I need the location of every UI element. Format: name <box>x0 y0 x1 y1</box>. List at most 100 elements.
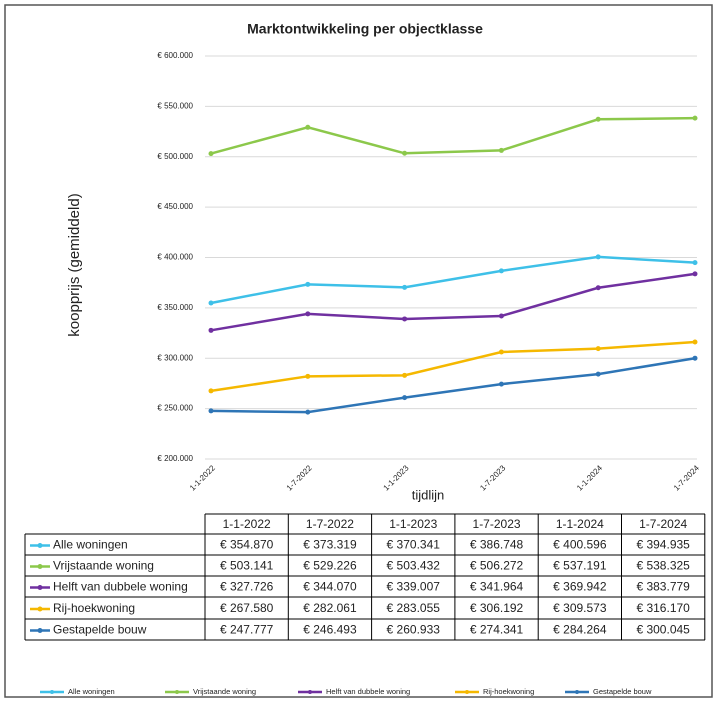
table-cell: € 538.325 <box>636 559 690 573</box>
legend-key <box>175 690 179 694</box>
table-legend-key <box>37 628 43 633</box>
table-cell: € 300.045 <box>636 623 690 637</box>
table-cell: € 274.341 <box>470 623 524 637</box>
point <box>402 316 408 322</box>
point <box>595 285 601 291</box>
point <box>402 150 408 156</box>
point <box>208 408 214 414</box>
point <box>692 355 698 361</box>
table-header: 1-7-2023 <box>473 517 521 531</box>
table-cell: € 383.779 <box>636 580 690 594</box>
table-row-name: Rij-hoekwoning <box>53 601 135 615</box>
y-tick-label: € 550.000 <box>157 101 193 110</box>
point <box>305 124 311 130</box>
x-axis-title: tijdlijn <box>412 487 445 502</box>
legend-key <box>465 690 469 694</box>
series-line <box>210 272 696 332</box>
table-cell: € 341.964 <box>470 580 524 594</box>
point <box>595 116 601 122</box>
y-tick-label: € 300.000 <box>157 353 193 362</box>
table-cell: € 309.573 <box>553 601 607 615</box>
y-axis-title: koopprijs (gemiddeld) <box>66 193 83 336</box>
table-header: 1-7-2024 <box>639 517 687 531</box>
legend-label: Gestapelde bouw <box>593 687 652 696</box>
table-cell: € 246.493 <box>303 623 357 637</box>
series-line <box>210 255 696 305</box>
table-cell: € 282.061 <box>303 601 357 615</box>
point <box>692 115 698 121</box>
point <box>498 381 504 387</box>
legend-label: Alle woningen <box>68 687 115 696</box>
point <box>402 395 408 401</box>
legend-key <box>50 690 54 694</box>
y-tick-label: € 350.000 <box>157 303 193 312</box>
table-cell: € 316.170 <box>636 601 690 615</box>
table-header: 1-1-2023 <box>389 517 437 531</box>
table-row-name: Alle woningen <box>53 538 128 552</box>
y-tick-label: € 450.000 <box>157 202 193 211</box>
table-row-name: Helft van dubbele woning <box>53 580 188 594</box>
table-row-name: Gestapelde bouw <box>53 623 147 637</box>
table-cell: € 503.141 <box>220 559 274 573</box>
point <box>402 284 408 290</box>
table-cell: € 354.870 <box>220 538 274 552</box>
point <box>692 339 698 345</box>
point <box>498 349 504 355</box>
table-header: 1-1-2024 <box>556 517 604 531</box>
table-cell: € 284.264 <box>553 623 607 637</box>
y-tick-label: € 250.000 <box>157 404 193 413</box>
table-cell: € 394.935 <box>636 538 690 552</box>
legend-label: Vrijstaande woning <box>193 687 256 696</box>
point <box>402 372 408 378</box>
y-tick-label: € 400.000 <box>157 253 193 262</box>
y-tick-label: € 600.000 <box>157 51 193 60</box>
point <box>498 268 504 274</box>
table-cell: € 260.933 <box>387 623 441 637</box>
table-cell: € 506.272 <box>470 559 524 573</box>
table-legend-key <box>37 543 43 548</box>
table-cell: € 529.226 <box>303 559 357 573</box>
table-cell: € 369.942 <box>553 580 607 594</box>
y-tick-label: € 500.000 <box>157 152 193 161</box>
table-cell: € 306.192 <box>470 601 524 615</box>
point <box>305 311 311 317</box>
chart-title: Marktontwikkeling per objectklasse <box>247 21 483 37</box>
table-cell: € 283.055 <box>387 601 441 615</box>
point <box>305 373 311 379</box>
table-cell: € 400.596 <box>553 538 607 552</box>
table-cell: € 267.580 <box>220 601 274 615</box>
point <box>208 151 214 157</box>
legend-key <box>575 690 579 694</box>
table-cell: € 370.341 <box>387 538 441 552</box>
table-cell: € 327.726 <box>220 580 274 594</box>
table-cell: € 247.777 <box>220 623 274 637</box>
point <box>208 300 214 306</box>
point <box>498 313 504 319</box>
point <box>595 346 601 352</box>
series-line <box>210 340 696 393</box>
table-cell: € 503.432 <box>387 559 441 573</box>
series-line <box>210 116 696 155</box>
legend-label: Rij-hoekwoning <box>483 687 534 696</box>
table-row-name: Vrijstaande woning <box>53 559 154 573</box>
table-cell: € 344.070 <box>303 580 357 594</box>
table-legend-key <box>37 564 43 569</box>
series-line <box>210 356 696 414</box>
point <box>498 147 504 153</box>
point <box>692 271 698 277</box>
table-cell: € 537.191 <box>553 559 607 573</box>
point <box>595 254 601 260</box>
table-header: 1-1-2022 <box>223 517 271 531</box>
point <box>595 371 601 377</box>
legend-key <box>308 690 312 694</box>
point <box>305 409 311 415</box>
table-legend-key <box>37 585 43 590</box>
table-cell: € 386.748 <box>470 538 524 552</box>
table-cell: € 373.319 <box>303 538 357 552</box>
legend-label: Helft van dubbele woning <box>326 687 410 696</box>
table-legend-key <box>37 606 43 612</box>
point <box>208 327 214 333</box>
point <box>692 260 698 266</box>
y-tick-label: € 200.000 <box>157 454 193 463</box>
